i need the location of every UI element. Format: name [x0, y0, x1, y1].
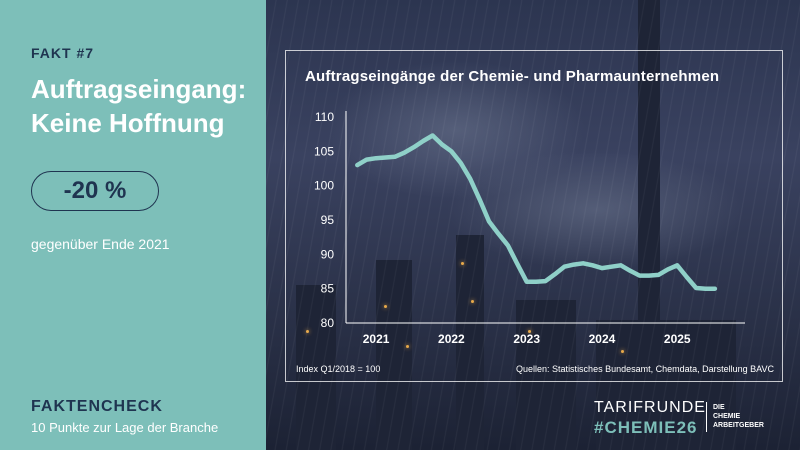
sources-note: Quellen: Statistisches Bundesamt, Chemda…: [516, 364, 774, 374]
plant-light-dot: [528, 330, 531, 333]
chart-frame: [285, 50, 783, 382]
highlight-value-badge: -20 %: [31, 171, 159, 211]
index-note: Index Q1/2018 = 100: [296, 364, 381, 374]
plant-light-dot: [471, 300, 474, 303]
plant-tower-shape: [296, 285, 336, 450]
y-tick-label: 105: [314, 144, 334, 158]
headline-line-2: Keine Hoffnung: [31, 108, 225, 138]
plant-light-dot: [384, 305, 387, 308]
x-tick-label: 2022: [438, 332, 465, 346]
brand-hashtag: #CHEMIE26: [594, 418, 698, 437]
y-tick-label: 95: [321, 213, 335, 227]
chart-tick-labels: 80 85 90 95 100 105 110 2021 2022 2023 2024 2025: [314, 110, 691, 346]
brand-line-1: TARIFRUNDE: [594, 399, 706, 416]
y-tick-label: 80: [321, 316, 335, 330]
y-tick-label: 90: [321, 247, 335, 261]
storm-cloud-shape: [446, 150, 746, 270]
plant-tower-shape: [456, 235, 484, 450]
plant-light-dot: [306, 330, 309, 333]
plant-tower-shape: [376, 260, 412, 450]
background-scene: [266, 0, 800, 450]
headline-line-1: Auftragseingang:: [31, 74, 247, 104]
factcheck-subtitle: 10 Punkte zur Lage der Branche: [31, 420, 219, 435]
plant-tower-shape: [516, 300, 576, 450]
employer-logo: DIE CHEMIE ARBEITGEBER: [713, 403, 764, 430]
campaign-brand: TARIFRUNDE #CHEMIE26: [594, 399, 706, 438]
comparison-text: gegenüber Ende 2021: [31, 236, 170, 252]
rain-overlay: [266, 0, 800, 450]
plant-tower-shape: [596, 320, 736, 450]
y-tick-label: 110: [315, 110, 334, 124]
left-panel: FAKT #7 Auftragseingang: Keine Hoffnung …: [0, 0, 266, 450]
plant-light-dot: [621, 350, 624, 353]
fact-label: FAKT #7: [31, 45, 95, 61]
brand-divider: [706, 402, 707, 432]
x-tick-label: 2024: [589, 332, 616, 346]
factcheck-title: FAKTENCHECK: [31, 398, 163, 415]
plant-light-dot: [406, 345, 409, 348]
plant-light-dot: [461, 262, 464, 265]
line-chart: 80 85 90 95 100 105 110 2021 2022 2023 2024 2025: [314, 110, 745, 346]
series-line: [355, 133, 718, 291]
chart-axes: [345, 111, 745, 324]
chart-series: [355, 133, 718, 291]
logo-line-2: CHEMIE: [713, 413, 741, 420]
headline: Auftragseingang: Keine Hoffnung: [31, 72, 246, 140]
x-tick-label: 2023: [513, 332, 540, 346]
logo-line-1: DIE: [713, 404, 725, 411]
chart-title: Auftragseingänge der Chemie- und Pharmau…: [305, 68, 720, 85]
y-tick-label: 85: [321, 282, 335, 296]
y-tick-label: 100: [314, 179, 334, 193]
x-tick-label: 2021: [363, 332, 390, 346]
logo-line-3: ARBEITGEBER: [713, 422, 764, 429]
x-tick-label: 2025: [664, 332, 691, 346]
